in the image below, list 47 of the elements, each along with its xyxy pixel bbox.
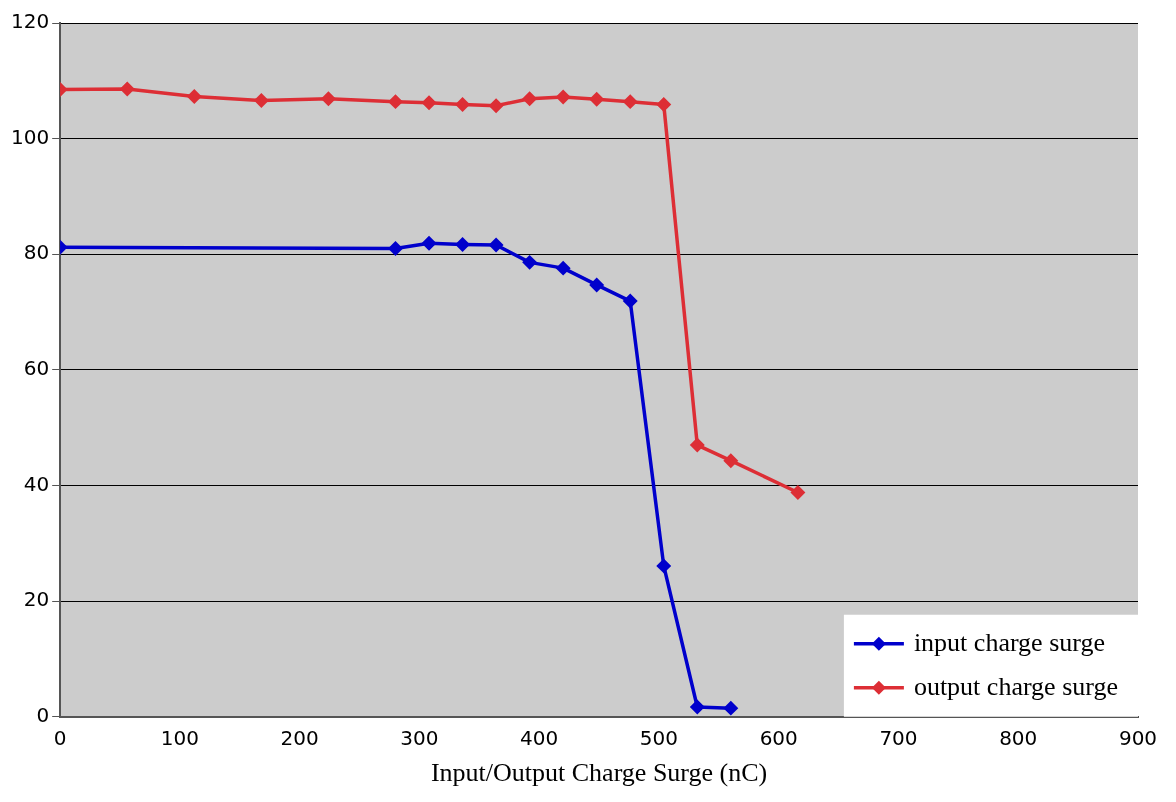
point [522,91,537,106]
x-axis-title: Input/Output Charge Surge (nC) [430,758,768,788]
point [589,278,604,292]
point [791,485,805,500]
point [724,453,738,468]
point [556,90,570,104]
point [422,96,436,110]
point [690,700,705,714]
point [657,97,671,112]
x-tick-label: 800 [999,726,1038,750]
point [388,94,403,109]
point [623,94,637,109]
point [657,559,671,573]
point [455,237,470,252]
point [623,294,637,308]
point [690,438,705,452]
x-tick-label: 0 [53,726,67,750]
point [254,93,269,108]
point [489,98,503,113]
x-tick-label: 900 [1118,726,1158,750]
x-tick-label: 700 [879,726,918,750]
y-tick-label: 20 [23,587,50,612]
y-tick-label: 0 [36,703,50,727]
x-tick-label: 300 [400,726,439,750]
x-tick-label: 200 [280,726,319,750]
point [187,89,202,104]
point [455,97,470,112]
point [388,241,403,256]
y-tick-label: 40 [23,471,50,496]
legend-label: input charge surge [913,627,1106,657]
point [724,701,738,715]
x-tick-label: 400 [520,726,559,750]
y-tick-label: 80 [23,240,50,265]
point [522,255,537,270]
y-tick-label: 100 [10,124,50,149]
y-tick-label: 60 [23,356,50,381]
x-tick-label: 500 [639,726,679,750]
point [422,236,436,251]
legend-label: output charge surge [913,671,1119,701]
point [556,261,570,275]
point [120,82,134,96]
y-tick-label: 120 [10,9,50,34]
point [489,238,503,252]
point [589,92,604,107]
x-tick-label: 100 [160,726,200,750]
point [321,91,336,106]
x-tick-label: 600 [759,726,798,750]
